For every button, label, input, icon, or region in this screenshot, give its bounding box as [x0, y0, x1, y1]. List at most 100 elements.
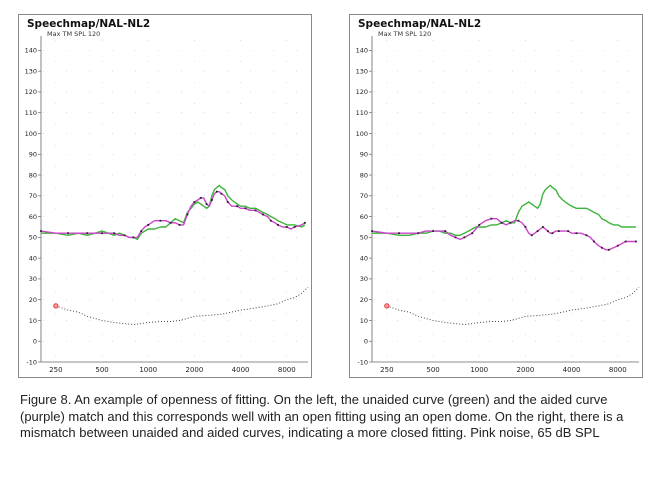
y-tick-label: 0	[364, 338, 368, 346]
aided-data-point	[624, 240, 627, 243]
aided-data-point	[215, 190, 218, 193]
aided-data-point	[478, 223, 481, 226]
aided-data-point	[269, 219, 272, 222]
x-tick-label: 2000	[517, 366, 535, 374]
reference-curve	[55, 286, 309, 326]
y-tick-label: 50	[29, 234, 37, 242]
start-point-marker	[53, 303, 59, 309]
aided-data-point	[517, 219, 520, 222]
chart-subtitle: Max TM SPL 120	[378, 30, 431, 38]
y-tick-label: 70	[29, 192, 37, 200]
aided-data-point	[262, 213, 264, 216]
aided-data-point	[236, 205, 239, 208]
aided-data-point	[210, 199, 213, 201]
x-tick-label: 250	[49, 366, 62, 374]
x-tick-label: 500	[95, 366, 108, 374]
y-tick-label: 100	[356, 130, 368, 138]
y-tick-label: 100	[25, 130, 37, 138]
aided-data-point	[600, 246, 603, 249]
chart-subtitle: Max TM SPL 120	[47, 30, 100, 38]
aided-data-point	[276, 223, 279, 226]
y-tick-label: 130	[356, 67, 368, 75]
reference-curve	[386, 286, 640, 326]
aided-data-point	[193, 201, 196, 203]
y-tick-label: -10	[26, 358, 37, 366]
y-tick-label: 140	[25, 47, 37, 55]
start-point-marker	[384, 303, 390, 309]
x-tick-label: 2000	[186, 366, 204, 374]
aided-data-point	[557, 230, 560, 233]
y-tick-label: 60	[360, 213, 368, 221]
y-tick-label: 130	[25, 67, 37, 75]
aided-data-point	[132, 236, 135, 239]
x-tick-label: 8000	[609, 366, 627, 374]
y-tick-label: 50	[360, 234, 368, 242]
aided-data-point	[101, 232, 103, 235]
aided-data-point	[524, 226, 527, 228]
aided-data-point	[567, 230, 570, 233]
aided-data-point	[500, 221, 503, 224]
aided-data-point	[140, 230, 143, 233]
y-tick-label: 30	[29, 275, 37, 283]
aided-data-point	[226, 201, 229, 203]
aided-data-point	[616, 244, 619, 247]
aided-data-point	[398, 232, 400, 235]
x-tick-label: 1000	[139, 366, 157, 374]
aided-data-point	[199, 196, 202, 199]
aided-data-point	[546, 230, 549, 233]
y-tick-label: 110	[25, 109, 37, 117]
x-tick-label: 4000	[232, 366, 250, 374]
aided-data-point	[159, 219, 162, 222]
aided-data-point	[471, 232, 474, 235]
chart-title: Speechmap/NAL-NL2	[27, 18, 150, 30]
y-tick-label: 90	[360, 151, 368, 159]
aided-data-point	[123, 234, 126, 237]
chart-right: Speechmap/NAL-NL2 Max TM SPL 120 -10 0 10 20 3…	[349, 14, 643, 378]
aided-data-point	[585, 234, 588, 237]
y-tick-label: 10	[360, 317, 368, 325]
y-tick-label: 80	[29, 171, 37, 179]
aided-data-point	[575, 232, 578, 235]
aided-data-point	[607, 248, 610, 251]
x-tick-label: 4000	[563, 366, 581, 374]
y-tick-label: 90	[29, 151, 37, 159]
figure-caption: Figure 8. An example of openness of fitt…	[20, 392, 624, 440]
y-tick-label: 110	[356, 109, 368, 117]
y-tick-label: 20	[360, 296, 368, 304]
y-tick-label: 70	[360, 192, 368, 200]
aided-data-point	[432, 230, 434, 233]
aided-data-point	[113, 232, 116, 235]
aided-data-point	[536, 230, 539, 233]
y-tick-label: 80	[360, 171, 368, 179]
x-tick-label: 500	[426, 366, 439, 374]
aided-data-point	[304, 221, 306, 224]
aided-data-point	[593, 240, 595, 243]
y-tick-label: 120	[356, 88, 368, 96]
aided-data-point	[635, 240, 637, 243]
chart-left: Speechmap/NAL-NL2 Max TM SPL 120 -10 0 10 20 3…	[18, 14, 312, 378]
y-tick-label: 20	[29, 296, 37, 304]
aided-data-point	[417, 232, 420, 235]
aided-data-point	[186, 213, 189, 216]
aided-data-point	[509, 221, 512, 224]
aided-data-point	[147, 223, 150, 226]
y-tick-label: 40	[360, 254, 368, 262]
unaided-curve	[372, 184, 636, 236]
chart-title: Speechmap/NAL-NL2	[358, 18, 481, 30]
y-tick-label: 140	[356, 47, 368, 55]
y-tick-label: 40	[29, 254, 37, 262]
y-tick-label: 30	[360, 275, 368, 283]
aided-data-point	[205, 203, 208, 206]
aided-curve	[40, 191, 306, 239]
aided-data-point	[178, 223, 181, 226]
aided-data-point	[254, 209, 257, 212]
aided-data-point	[285, 226, 288, 228]
unaided-curve	[41, 184, 306, 241]
y-tick-label: -10	[357, 358, 368, 366]
aided-data-point	[67, 232, 69, 235]
aided-data-point	[454, 236, 457, 239]
aided-data-point	[220, 192, 223, 195]
aided-data-point	[86, 232, 89, 235]
